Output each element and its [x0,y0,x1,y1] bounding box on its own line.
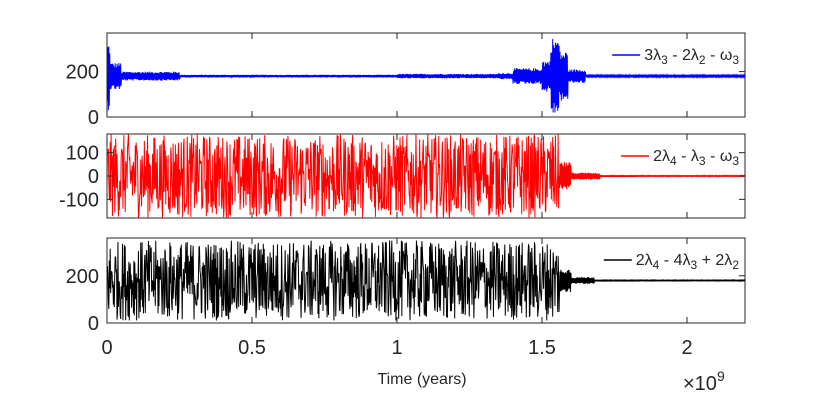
x-tick-label: 0.5 [238,337,266,359]
x-tick-label: 1.5 [528,337,556,359]
legend-label-middle: 2λ4 - λ3 - ω3 [653,148,739,168]
x-exponent-label: ×109 [683,368,725,395]
x-tick-label: 1 [391,337,402,359]
y-tick-label-middle: 100 [66,143,99,165]
y-tick-label-middle: -100 [59,189,99,211]
y-tick-label-middle: 0 [88,166,99,188]
y-tick-label-top: 0 [88,107,99,129]
series-line-bottom [107,240,745,321]
panel-bottom: 0 200 2λ4 - 4λ3 + 2λ2 [66,237,746,335]
x-axis-label: Time (years) [377,371,466,388]
x-tick-label: 2 [681,337,692,359]
legend-label-bottom: 2λ4 - 4λ3 + 2λ2 [636,252,740,272]
series-line-top [107,38,745,113]
y-tick-label-bottom: 200 [66,266,99,288]
panel-top: 0 200 3λ3 - 2λ2 - ω3 [66,32,746,129]
series-line-middle [107,134,745,218]
legend-label-top: 3λ3 - 2λ2 - ω3 [644,47,739,67]
x-tick-label: 0 [101,337,112,359]
y-tick-label-bottom: 0 [88,313,99,335]
y-tick-label-top: 200 [66,62,99,84]
